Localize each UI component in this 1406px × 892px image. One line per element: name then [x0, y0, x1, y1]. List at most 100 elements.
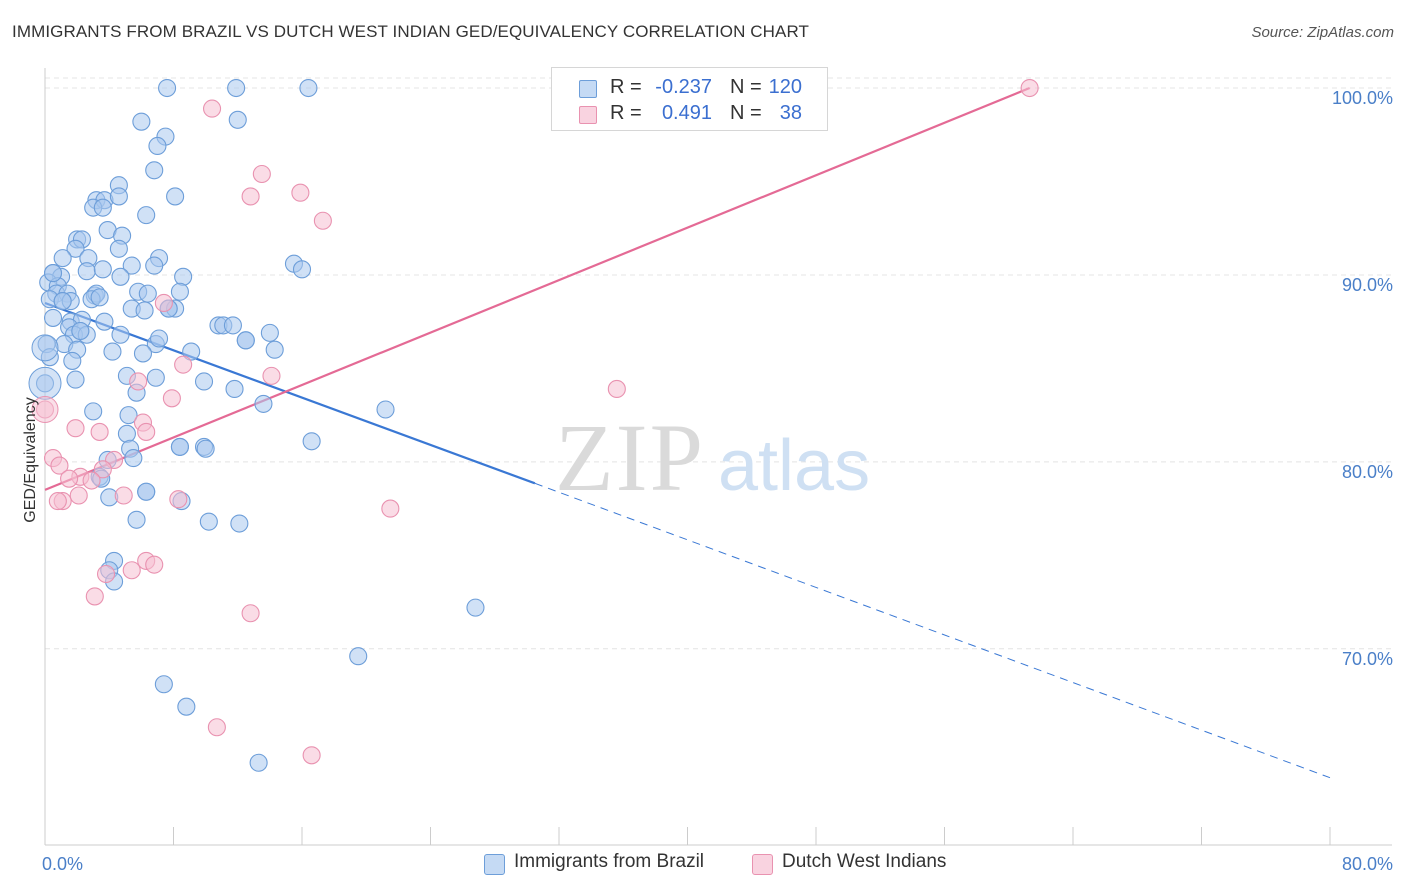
point-dutch-west-indian [114, 486, 133, 505]
legend-swatch-brazil [484, 854, 505, 875]
point-dutch-west-indian [129, 372, 148, 391]
source-credit: Source: ZipAtlas.com [1251, 24, 1394, 41]
data-points [28, 78, 1039, 772]
legend-r-value: 0.491 [661, 102, 712, 124]
point-brazil [109, 187, 128, 206]
legend-r-label: R = [610, 76, 642, 98]
point-dutch-west-indian [203, 99, 222, 118]
point-brazil [146, 368, 165, 387]
point-brazil [230, 514, 249, 533]
series-dutch-west-indians [35, 78, 1039, 765]
trend-line-brazil-extension [534, 482, 1331, 779]
point-brazil [149, 329, 169, 348]
point-brazil [119, 406, 138, 425]
gridlines [45, 77, 1392, 650]
point-brazil [166, 187, 185, 206]
point-brazil [182, 342, 201, 361]
point-dutch-west-indian [93, 460, 112, 479]
point-brazil [31, 334, 59, 362]
point-brazil [84, 402, 103, 421]
point-dutch-west-indian [145, 555, 164, 574]
point-brazil [145, 161, 164, 180]
point-brazil [111, 325, 130, 344]
point-brazil [109, 239, 128, 258]
point-brazil [138, 284, 157, 303]
point-brazil [66, 370, 85, 389]
point-brazil [135, 301, 154, 320]
y-tick-label: 100.0% [1332, 88, 1393, 108]
point-brazil [170, 437, 189, 456]
x-tick-label-max: 80.0% [1342, 854, 1393, 874]
point-brazil [299, 78, 318, 98]
point-brazil [124, 449, 143, 468]
point-brazil [260, 323, 279, 342]
point-brazil [254, 394, 273, 413]
point-brazil [95, 312, 114, 331]
legend-label-dutch: Dutch West Indians [782, 851, 947, 872]
point-dutch-west-indian [381, 499, 400, 518]
y-tick-label: 80.0% [1342, 462, 1393, 482]
point-brazil [53, 292, 72, 311]
trend-line-dutch-west-indians [44, 87, 1031, 491]
point-brazil [376, 400, 395, 419]
watermark: ZIP atlas [555, 404, 870, 511]
point-brazil [349, 647, 368, 666]
point-dutch-west-indian [262, 366, 281, 385]
point-dutch-west-indian [66, 419, 85, 438]
legend-n-value: 120 [768, 76, 802, 98]
point-brazil [194, 372, 214, 391]
point-dutch-west-indian [137, 422, 156, 441]
point-brazil [223, 316, 242, 335]
point-dutch-west-indian [162, 389, 181, 408]
point-brazil [28, 366, 62, 400]
point-dutch-west-indian [607, 379, 626, 399]
point-brazil [43, 308, 63, 327]
point-dutch-west-indian [69, 486, 88, 505]
point-dutch-west-indian [252, 164, 271, 184]
point-dutch-west-indian [313, 211, 332, 230]
chart-title: IMMIGRANTS FROM BRAZIL VS DUTCH WEST IND… [12, 22, 810, 41]
point-brazil [137, 482, 156, 501]
point-brazil [132, 112, 151, 131]
point-brazil [265, 340, 284, 359]
point-dutch-west-indian [241, 187, 260, 206]
point-brazil [170, 282, 189, 301]
point-brazil [302, 432, 321, 451]
point-dutch-west-indian [241, 604, 260, 623]
point-dutch-west-indian [48, 492, 67, 511]
point-dutch-west-indian [82, 471, 101, 490]
legend-swatch-dutch [579, 106, 597, 124]
point-brazil [90, 288, 109, 307]
point-brazil [196, 439, 215, 458]
legend-n-value: 38 [779, 102, 802, 124]
point-brazil [148, 136, 167, 156]
point-dutch-west-indian [302, 746, 321, 765]
point-brazil [133, 344, 153, 363]
legend-r-value: -0.237 [655, 76, 712, 98]
point-dutch-west-indian [174, 355, 193, 374]
point-dutch-west-indian [122, 561, 141, 580]
correlation-legend: R = -0.237 N = 120 R = 0.491 N = 38 [551, 67, 828, 131]
point-brazil [137, 206, 156, 225]
point-brazil [66, 239, 85, 258]
point-brazil [111, 267, 130, 286]
point-brazil [93, 260, 112, 279]
point-brazil [117, 424, 136, 443]
legend-r-label: R = [610, 102, 642, 124]
point-brazil [122, 256, 141, 275]
point-dutch-west-indian [96, 564, 116, 584]
point-brazil [145, 256, 164, 275]
point-dutch-west-indian [207, 718, 226, 737]
point-brazil [53, 249, 72, 268]
point-brazil [71, 321, 90, 341]
x-tick-label-min: 0.0% [42, 854, 83, 874]
point-brazil [177, 697, 196, 716]
legend-label-brazil: Immigrants from Brazil [514, 851, 705, 872]
legend-n-label: N = [730, 76, 762, 98]
point-brazil [466, 598, 485, 617]
point-brazil [158, 78, 177, 98]
point-brazil [77, 262, 96, 281]
y-axis-title: GED/Equivalency [22, 397, 39, 522]
point-dutch-west-indian [90, 422, 109, 441]
legend-n-label: N = [730, 102, 762, 124]
